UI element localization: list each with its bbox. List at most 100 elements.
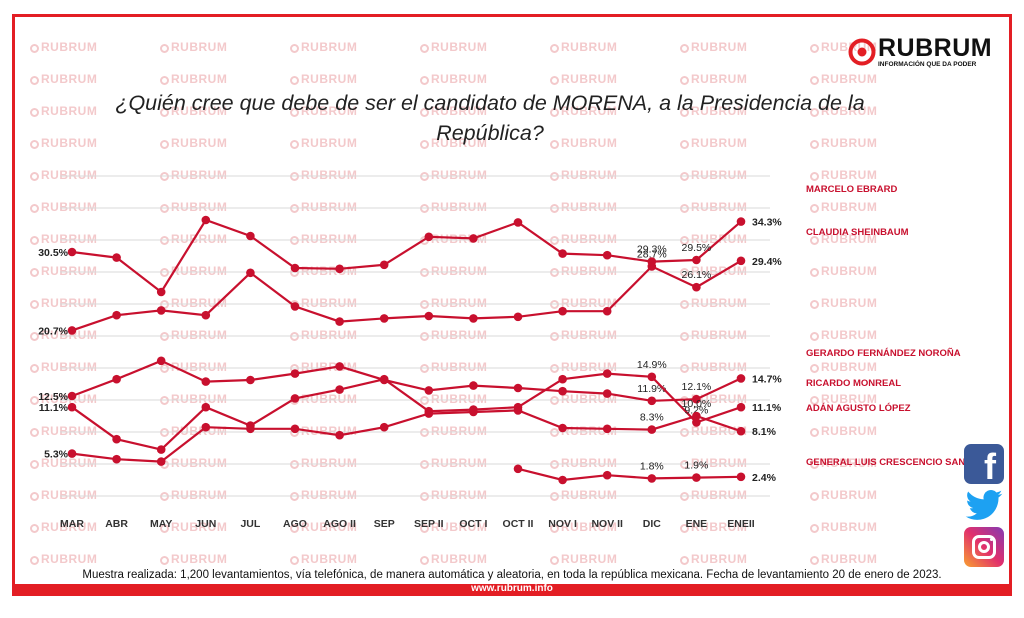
brand-logo: RUBRUM INFORMACIÓN QUE DA PODER [848,34,994,76]
data-point [513,383,523,393]
x-tick-label: SEP [374,518,395,530]
series-line [71,359,742,402]
data-label: 1.8% [640,460,664,472]
x-tick-label: JUN [195,518,216,530]
x-tick-label: NOV II [591,518,623,530]
data-point [156,457,166,466]
data-point [736,374,746,383]
facebook-icon[interactable]: f [964,444,1004,487]
data-point [692,394,701,404]
data-point [201,215,211,225]
data-label: 28.7% [637,248,667,260]
data-label: 14.9% [637,359,667,371]
data-point [335,317,344,326]
data-point [647,474,657,483]
series-line [71,218,742,294]
data-point [647,425,657,434]
data-point [246,424,255,434]
data-point [602,424,612,434]
data-point [602,250,612,260]
rubrum-logo-icon [848,38,876,66]
data-label: 26.1% [682,269,712,281]
data-point [558,249,567,258]
data-point [379,260,389,270]
data-label: 20.7% [38,325,68,337]
data-label: 8.1% [752,426,777,438]
data-point [692,282,701,292]
data-point [112,454,121,464]
data-label: 1.9% [684,460,708,472]
data-label: 9.2% [684,404,708,416]
data-point [379,374,389,384]
x-tick-label: DIC [643,518,662,530]
data-label: 11.1% [752,402,782,414]
data-point [602,470,612,480]
legend-label: MARCELO EBRARD [806,184,897,195]
data-point [692,473,701,482]
data-label: 29.3% [637,244,667,256]
data-point [246,268,255,278]
data-point [67,391,77,401]
brand-name: RUBRUM [878,34,993,62]
data-point [112,310,121,320]
data-point [602,369,612,378]
series-line [517,467,742,482]
data-point [290,424,300,434]
data-point [647,372,657,382]
data-point [736,426,746,436]
data-label: 34.3% [752,217,782,229]
brand-tagline: INFORMACIÓN QUE DA PODER [878,61,977,68]
x-tick-label: SEP II [414,518,444,530]
data-point [513,464,523,474]
data-point [67,402,77,412]
data-point [558,475,567,485]
data-label: 12.5% [38,391,68,403]
legend-label: GERARDO FERNÁNDEZ NOROÑA [806,348,961,359]
x-tick-label: OCT I [459,518,487,530]
x-tick-label: ABR [105,518,128,530]
data-point [558,306,567,316]
x-tick-label: ENE [686,518,708,530]
legend-label: ADÁN AGUSTO LÓPEZ [806,402,911,414]
data-point [647,262,657,271]
data-point [156,306,166,315]
data-point [469,381,478,390]
data-point [424,409,434,418]
data-point [67,247,77,257]
data-point [424,232,434,242]
data-point [201,422,211,432]
data-point [67,449,77,458]
data-point [469,314,478,323]
data-point [290,302,300,311]
data-point [201,402,211,412]
legend-label: CLAUDIA SHEINBAUM [806,227,909,238]
website-url[interactable]: www.rubrum.info [471,583,553,594]
data-point [201,377,211,386]
data-point [558,374,567,384]
data-point [602,389,612,398]
x-tick-label: MAR [60,518,84,530]
data-point [736,217,746,226]
x-tick-label: JUL [240,518,260,530]
data-point [469,407,478,417]
instagram-icon[interactable] [964,527,1004,567]
data-label: 29.4% [752,256,782,268]
x-tick-label: AGO II [323,518,356,530]
data-point [290,369,300,378]
data-label: 29.5% [682,242,712,254]
data-point [67,326,77,335]
data-point [558,386,567,396]
data-label: 11.9% [637,383,666,395]
x-tick-label: OCT II [503,518,534,530]
data-point [469,234,478,243]
data-point [246,231,255,241]
twitter-icon[interactable] [964,486,1004,526]
series-line [71,259,742,332]
series-line [71,409,742,463]
data-point [558,423,567,433]
data-point [379,422,389,432]
data-point [692,418,701,427]
data-point [692,411,701,421]
data-point [112,374,121,384]
